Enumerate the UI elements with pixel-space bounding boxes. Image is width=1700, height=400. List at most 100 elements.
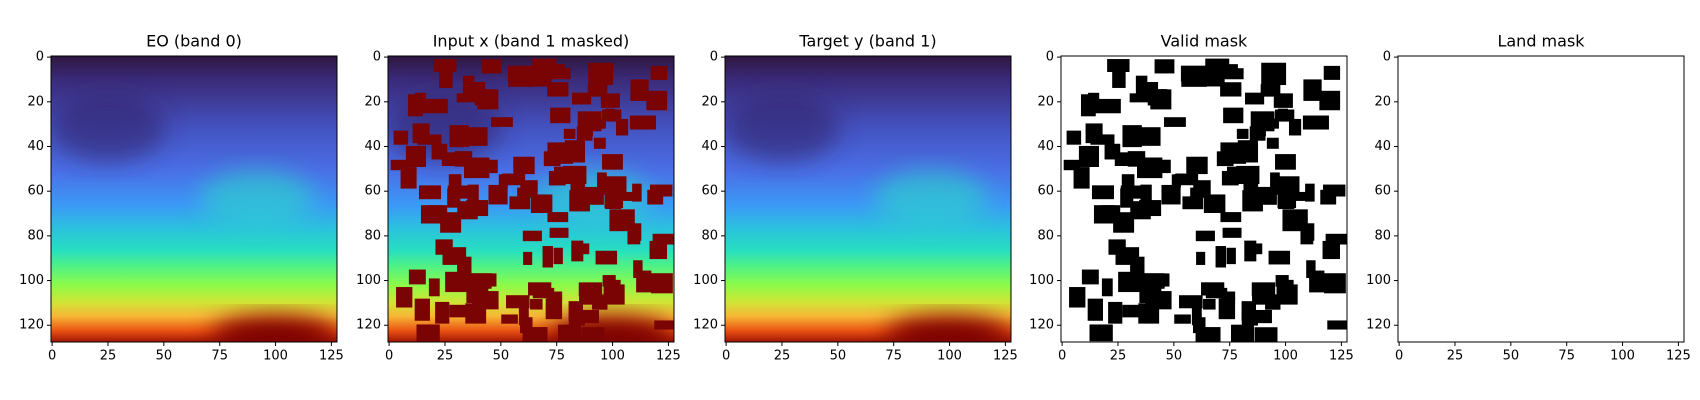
mask-block	[1323, 65, 1341, 80]
mask-block	[1210, 64, 1226, 78]
masked-block	[471, 273, 497, 287]
y-tick-label: 20	[701, 94, 718, 109]
y-tick-label: 120	[356, 318, 381, 333]
masked-block	[588, 62, 614, 86]
mask-block	[1218, 298, 1236, 320]
mask-block	[1303, 79, 1322, 101]
mask-block	[1073, 167, 1090, 189]
masked-block	[557, 324, 581, 342]
masked-block	[646, 90, 668, 111]
x-tick-label: 75	[548, 349, 565, 364]
mask-block	[1066, 130, 1082, 145]
mask-block	[1221, 170, 1239, 186]
masked-block	[602, 154, 623, 170]
masked-block	[550, 107, 571, 124]
y-tick-label: 120	[1366, 318, 1391, 333]
masked-block	[445, 271, 470, 293]
masked-block	[549, 64, 565, 78]
x-tick-label: 50	[1503, 349, 1520, 364]
mask-block	[1195, 327, 1221, 342]
masked-block	[633, 260, 643, 278]
mask-block	[1319, 90, 1341, 111]
mask-block	[1134, 127, 1161, 146]
mask-block	[1222, 64, 1238, 78]
y-tick-label: 60	[1374, 184, 1391, 199]
image	[725, 56, 1011, 342]
mask-block	[1114, 152, 1140, 167]
masked-block	[416, 324, 440, 342]
x-tick-label: 50	[1166, 349, 1183, 364]
panel-title: Input x (band 1 masked)	[433, 32, 630, 51]
x-tick-label: 75	[885, 349, 902, 364]
mask-block	[1266, 137, 1279, 149]
y-tick-label: 0	[710, 50, 718, 65]
x-tick-label: 75	[1221, 349, 1238, 364]
y-tick-label: 0	[1046, 50, 1054, 65]
y-tick-label: 100	[693, 273, 718, 288]
mask-block	[1230, 324, 1254, 342]
masked-block	[652, 233, 674, 245]
mask-block	[1089, 324, 1113, 342]
x-tick-label: 125	[656, 349, 681, 364]
image	[388, 56, 674, 342]
masked-block	[439, 68, 453, 88]
x-tick-label: 0	[1058, 349, 1066, 364]
mask-block	[1144, 273, 1170, 287]
mask-block	[1277, 284, 1298, 305]
mask-block	[1190, 187, 1202, 209]
mask-block	[1254, 186, 1277, 205]
mask-block	[1100, 205, 1116, 221]
mask-block	[1252, 118, 1266, 137]
masked-block	[575, 243, 590, 255]
y-tick-label: 60	[27, 184, 44, 199]
mask-block	[1140, 184, 1152, 205]
mask-block	[1261, 62, 1287, 86]
mask-block	[1112, 68, 1126, 88]
mask-block	[1174, 173, 1199, 186]
y-tick-label: 0	[36, 50, 44, 65]
mask-block	[1118, 271, 1143, 293]
mask-block	[1080, 94, 1096, 117]
mask-block	[1205, 58, 1230, 68]
masked-block	[435, 239, 453, 255]
mask-block	[1244, 169, 1254, 181]
mask-block	[1270, 172, 1280, 195]
x-tick-label: 125	[993, 349, 1018, 364]
masked-block	[579, 118, 593, 137]
masked-block	[441, 152, 467, 167]
panel-title: Valid mask	[1161, 32, 1248, 51]
axes-frame	[50, 55, 338, 343]
masked-block	[513, 156, 535, 175]
masked-block	[507, 65, 534, 82]
mask-block	[1223, 107, 1244, 124]
masked-block	[396, 287, 413, 308]
x-tick-label: 125	[1666, 349, 1691, 364]
mask-block	[1101, 278, 1113, 297]
mask-block	[1243, 177, 1259, 196]
y-tick-label: 80	[364, 228, 381, 243]
panel: Input x (band 1 masked) 0 25 50 75 100 125 0 20 4…	[356, 32, 681, 364]
mask-block	[1275, 154, 1296, 170]
masked-block	[594, 118, 606, 129]
y-tick-label: 80	[701, 228, 718, 243]
masked-block	[593, 137, 606, 149]
mask-block	[1277, 108, 1288, 121]
y-tick-label: 40	[27, 139, 44, 154]
y-tick-label: 100	[1366, 273, 1391, 288]
y-tick-label: 120	[19, 318, 44, 333]
mask-block	[1161, 184, 1181, 205]
mask-block	[1090, 134, 1115, 145]
masked-block	[576, 309, 599, 324]
x-tick-label: 25	[100, 349, 117, 364]
masked-block	[528, 282, 552, 296]
masked-block	[435, 301, 450, 324]
masked-block	[604, 108, 615, 121]
y-tick-label: 20	[1374, 94, 1391, 109]
mask-block	[1268, 250, 1291, 265]
axes-frame	[387, 55, 675, 343]
masked-block	[542, 246, 554, 268]
mask-block	[1094, 98, 1121, 114]
y-tick-label: 80	[1037, 228, 1054, 243]
x-tick-label: 25	[437, 349, 454, 364]
masked-block	[465, 303, 487, 324]
